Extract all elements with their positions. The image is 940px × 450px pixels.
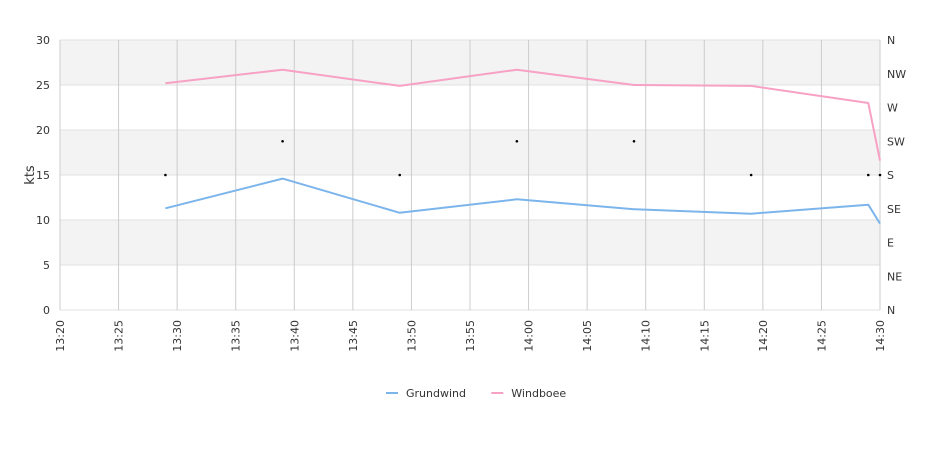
x-tick-label: 13:50: [405, 320, 418, 352]
direction-tick-label: SE: [887, 203, 901, 216]
direction-point: [749, 173, 753, 177]
y-tick-label: 15: [36, 169, 50, 182]
y-axis-left: 0 5 10 15 20 25 30: [36, 34, 50, 317]
direction-tick-label: S: [887, 169, 894, 182]
y-tick-label: 5: [43, 259, 50, 272]
x-tick-label: 13:35: [230, 320, 243, 352]
grid-lines: [59, 39, 881, 311]
direction-tick-label: NW: [887, 68, 906, 81]
direction-point: [515, 139, 519, 143]
direction-point: [281, 139, 284, 143]
direction-tick-label: N: [887, 34, 895, 47]
direction-tick-label: N: [887, 304, 895, 317]
x-tick-label: 14:10: [640, 320, 653, 352]
y-tick-label: 0: [43, 304, 50, 317]
direction-point: [164, 173, 167, 177]
series-line-windboee: [165, 68, 881, 161]
x-tick-label: 13:40: [288, 320, 301, 352]
direction-point: [866, 173, 870, 177]
y-tick-label: 10: [36, 214, 50, 227]
x-tick-label: 14:30: [874, 320, 887, 352]
legend: Grundwind Windboee: [386, 387, 566, 400]
direction-tick-label: SW: [887, 135, 905, 148]
series-lines: [165, 68, 881, 225]
x-tick-label: 13:30: [171, 320, 184, 352]
x-tick-label: 13:45: [347, 320, 360, 352]
x-tick-label: 14:15: [698, 320, 711, 352]
x-tick-label: 14:05: [581, 320, 594, 352]
x-tick-label: 14:25: [815, 320, 828, 352]
direction-points: [164, 139, 882, 177]
direction-point: [398, 173, 402, 177]
legend-item-grundwind[interactable]: Grundwind: [406, 387, 466, 400]
x-tick-label: 14:00: [523, 320, 536, 352]
y-tick-label: 20: [36, 124, 50, 137]
y-tick-label: 30: [36, 34, 50, 47]
series-line-grundwind: [165, 177, 881, 225]
direction-tick-label: W: [887, 102, 898, 115]
direction-point: [632, 139, 636, 143]
x-tick-label: 13:20: [54, 320, 67, 352]
y-axis-right: N NE E SE S SW W NW N: [887, 34, 906, 317]
direction-tick-label: E: [887, 237, 894, 250]
direction-tick-label: NE: [887, 270, 902, 283]
x-tick-label: 13:25: [113, 320, 126, 352]
x-tick-label: 14:20: [757, 320, 770, 352]
x-axis: 13:20 13:25 13:30 13:35 13:40 13:45 13:50 13:55…: [54, 320, 887, 352]
legend-item-windboee[interactable]: Windboee: [511, 387, 566, 400]
x-tick-label: 13:55: [464, 320, 477, 352]
y-axis-title: kts: [23, 165, 38, 185]
direction-point: [878, 173, 882, 177]
y-tick-label: 25: [36, 79, 50, 92]
